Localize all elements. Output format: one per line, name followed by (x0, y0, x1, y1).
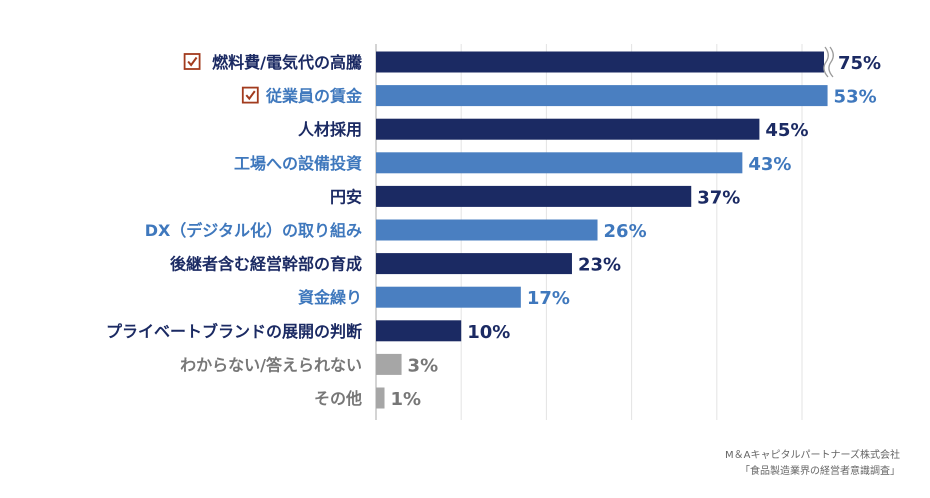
category-label: 工場への設備投資 (234, 154, 362, 173)
bar (376, 219, 598, 241)
bar (376, 185, 692, 207)
bar (376, 387, 385, 409)
checkbox-icon (183, 53, 201, 70)
axis-break-mark (828, 46, 834, 78)
value-label: 75% (838, 53, 881, 74)
value-label: 26% (604, 221, 647, 242)
bar (376, 320, 462, 342)
bar (376, 85, 828, 107)
category-label: プライベートブランドの展開の判断 (106, 322, 362, 341)
category-label: わからない/答えられない (180, 355, 362, 374)
value-label: 10% (467, 322, 510, 343)
category-label: 人材採用 (298, 120, 362, 139)
value-label: 45% (765, 120, 808, 141)
bar (376, 51, 824, 73)
value-label: 53% (834, 87, 877, 108)
category-label: 燃料費/電気代の高騰 (212, 53, 363, 72)
bar (376, 118, 760, 140)
check-mark-icon (187, 56, 198, 67)
category-label: DX（デジタル化）の取り組み (145, 221, 362, 240)
source-survey: 「食品製造業界の経営者意識調査」 (740, 466, 900, 477)
bar (376, 353, 402, 375)
value-label: 23% (578, 255, 621, 276)
checkbox-icon (241, 86, 259, 104)
source-company: M＆Aキャピタルパートナーズ株式会社 (725, 450, 900, 461)
check-mark-icon (245, 90, 256, 101)
axis-break-mark (823, 46, 829, 78)
value-label: 43% (748, 154, 791, 175)
value-label: 3% (408, 355, 439, 376)
category-label: 後継者含む経営幹部の育成 (170, 255, 362, 274)
category-label: 円安 (330, 187, 362, 206)
bar (376, 152, 743, 174)
category-label: 資金繰り (298, 288, 362, 307)
category-label: その他 (314, 389, 362, 408)
value-label: 17% (527, 288, 570, 309)
value-label: 37% (697, 187, 740, 208)
bar (376, 286, 521, 308)
value-label: 1% (391, 389, 422, 410)
category-label: 従業員の賃金 (265, 87, 363, 106)
bar (376, 253, 572, 275)
